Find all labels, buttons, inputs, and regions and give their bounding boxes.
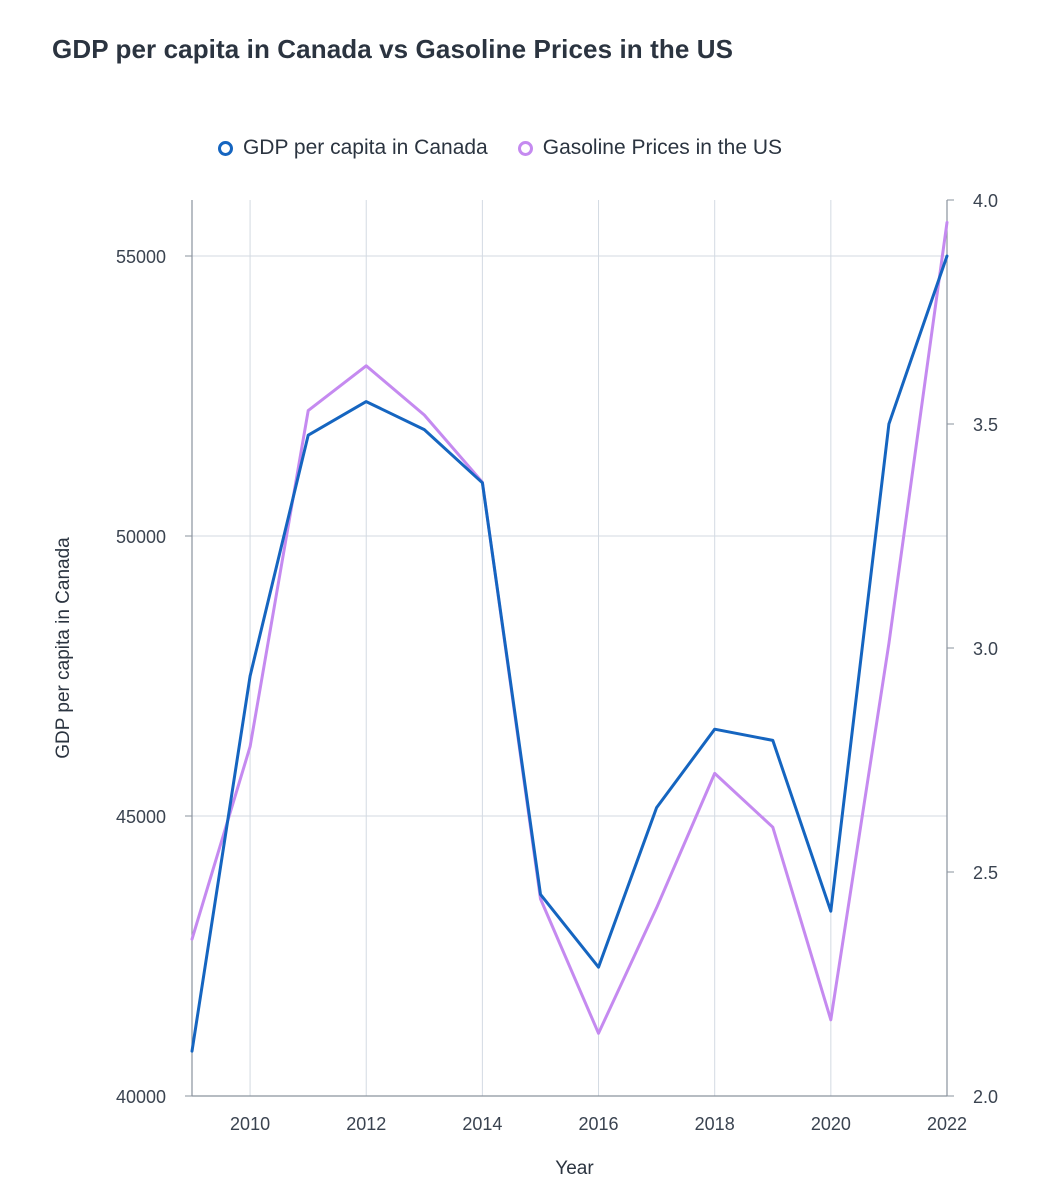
y2-tick-label: 2.0 xyxy=(973,1087,998,1107)
series-line-gasoline[interactable] xyxy=(190,220,949,1035)
x-tick-label: 2010 xyxy=(230,1114,270,1134)
grid xyxy=(192,200,948,1096)
y-tick-label: 55000 xyxy=(116,247,166,267)
legend: GDP per capita in Canada Gasoline Prices… xyxy=(0,136,1000,160)
legend-marker-gdp xyxy=(217,140,233,156)
series-line-gdp[interactable] xyxy=(190,254,949,1053)
axes xyxy=(185,199,954,1097)
y-axis-title: GDP per capita in Canada xyxy=(53,537,74,759)
legend-marker-gasoline xyxy=(517,140,533,156)
tick-labels: 2010 2012 2014 2016 2018 2020 2022 40000 45000 50… xyxy=(116,191,998,1134)
x-tick-label: 2014 xyxy=(462,1114,502,1134)
y-tick-label: 40000 xyxy=(116,1087,166,1107)
legend-label-gdp: GDP per capita in Canada xyxy=(242,136,488,159)
chart-title: GDP per capita in Canada vs Gasoline Pri… xyxy=(52,34,734,64)
series-lines xyxy=(190,220,949,1053)
x-axis-title: Year xyxy=(555,1158,594,1179)
legend-label-gasoline: Gasoline Prices in the US xyxy=(542,136,783,159)
y2-tick-label: 3.5 xyxy=(973,415,998,435)
legend-item-gasoline[interactable]: Gasoline Prices in the US xyxy=(517,136,783,160)
legend-item-gdp[interactable]: GDP per capita in Canada xyxy=(217,136,488,160)
x-tick-label: 2022 xyxy=(927,1114,967,1134)
y2-tick-label: 2.5 xyxy=(973,863,998,883)
y-tick-label: 45000 xyxy=(116,807,166,827)
y-tick-label: 50000 xyxy=(116,527,166,547)
x-tick-label: 2018 xyxy=(695,1114,735,1134)
x-tick-label: 2016 xyxy=(579,1114,619,1134)
y2-tick-label: 3.0 xyxy=(973,639,998,659)
y2-tick-label: 4.0 xyxy=(973,191,998,211)
x-tick-label: 2020 xyxy=(811,1114,851,1134)
x-tick-label: 2012 xyxy=(346,1114,386,1134)
